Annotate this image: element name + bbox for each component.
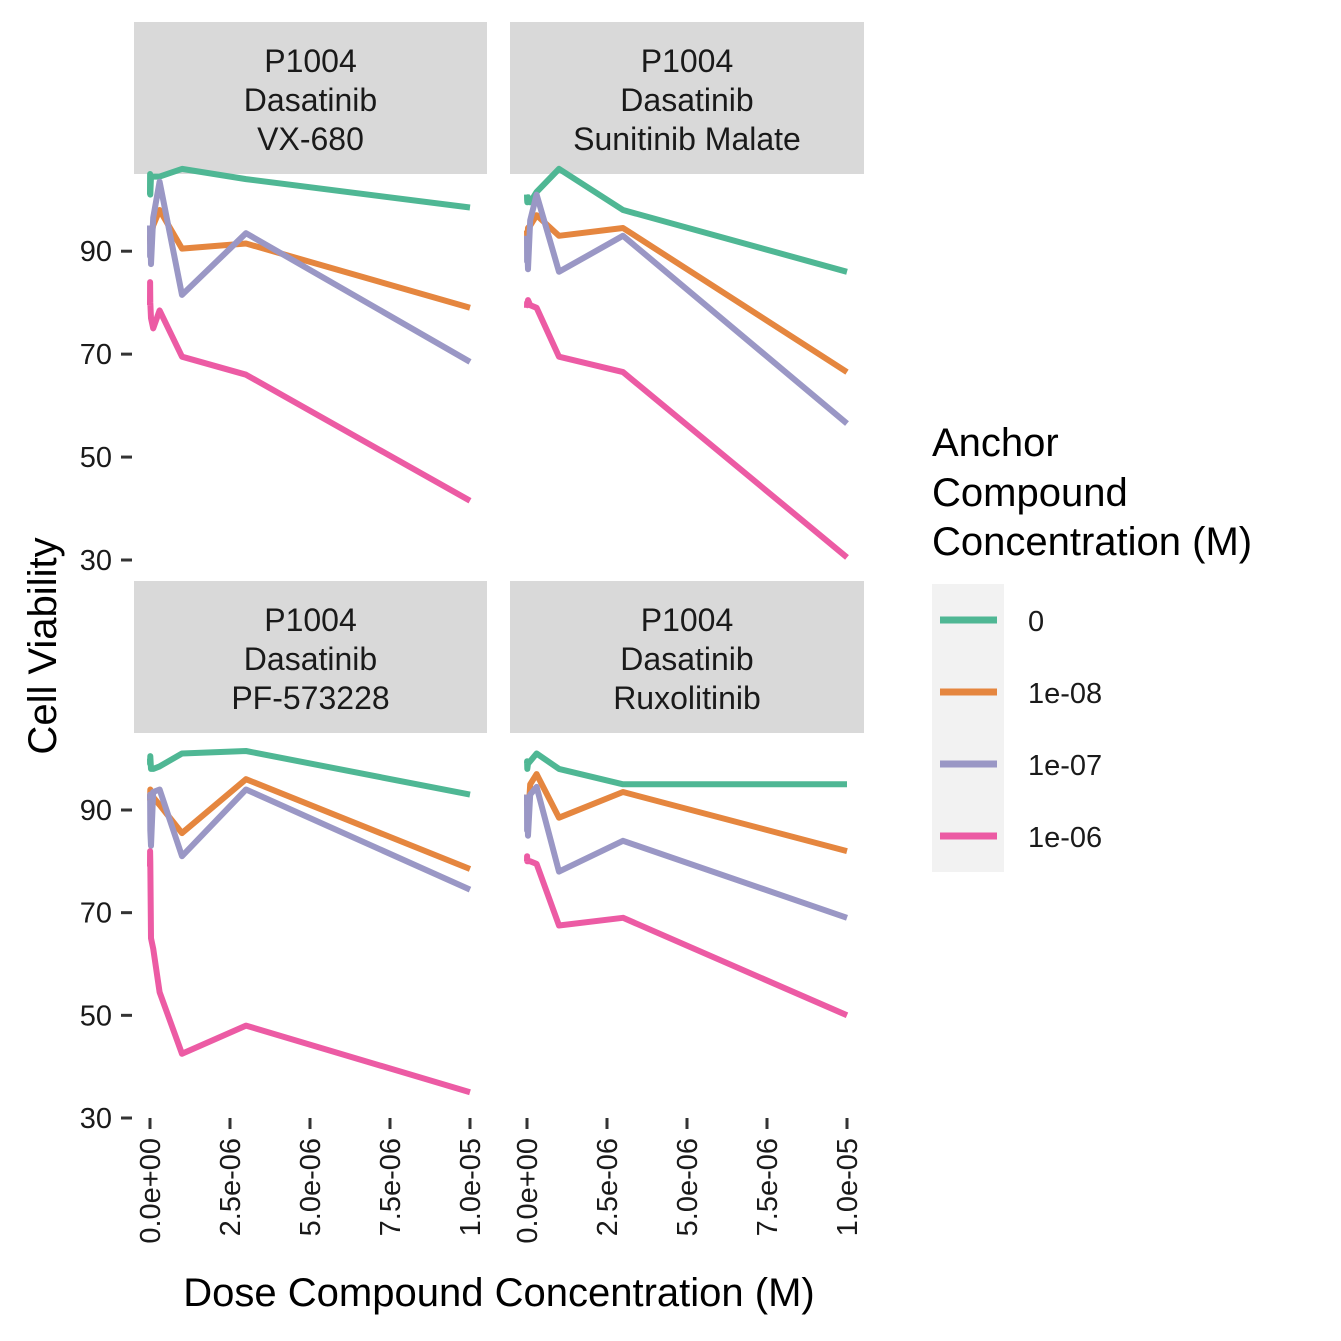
facet-strip-label: Sunitinib Malate <box>573 121 801 157</box>
x-tick-label: 2.5e-06 <box>215 1138 247 1236</box>
facet-strip <box>510 22 864 174</box>
legend-title-line-1: Anchor <box>932 421 1059 465</box>
y-tick-label: 70 <box>80 898 112 930</box>
legend: Anchor Compound Concentration (M) 0 1e-08… <box>932 421 1252 872</box>
legend-key-background <box>932 584 1004 872</box>
legend-label: 1e-06 <box>1028 822 1102 854</box>
facet-strip-label: Dasatinib <box>620 82 753 118</box>
x-tick-label: 2.5e-06 <box>592 1138 624 1236</box>
facet-strip-label: Dasatinib <box>620 641 753 677</box>
series-line-1e-07 <box>524 191 849 426</box>
y-tick-label: 70 <box>80 339 112 371</box>
facet-strip-label: Ruxolitinib <box>613 680 761 716</box>
series-line-1e-06 <box>524 853 849 1019</box>
series-line-1e-06 <box>524 297 849 560</box>
y-tick-label: 90 <box>80 795 112 827</box>
panels: P1004DasatinibVX-680P1004DasatinibSuniti… <box>134 22 864 1096</box>
facet-strip-label: VX-680 <box>257 121 364 157</box>
legend-entries: 0 1e-08 1e-07 1e-06 <box>940 606 1102 854</box>
facet-strip-label: P1004 <box>641 43 734 79</box>
series-line-0 <box>147 165 471 211</box>
facet-strip-label: Dasatinib <box>244 641 377 677</box>
facet-strip-label: P1004 <box>641 602 734 638</box>
facet-strip <box>510 581 864 733</box>
legend-label: 1e-08 <box>1028 678 1102 710</box>
x-tick-label: 1.0e-05 <box>832 1138 864 1236</box>
series-line-1e-07 <box>147 786 472 893</box>
y-axis-title: Cell Viability <box>21 537 65 754</box>
x-tick-label: 1.0e-05 <box>455 1138 487 1236</box>
x-tick-label: 5.0e-06 <box>295 1138 327 1236</box>
y-tick-label: 90 <box>80 236 112 268</box>
x-tick-label: 0.0e+00 <box>135 1138 167 1244</box>
facet-strip <box>134 22 487 174</box>
y-axes: 30 50 70 90 30 50 70 90 <box>80 236 132 1135</box>
facet-strip-label: P1004 <box>264 43 357 79</box>
legend-label: 0 <box>1028 606 1044 638</box>
y-tick-label: 30 <box>80 1103 112 1135</box>
legend-title-line-2: Compound <box>932 471 1128 515</box>
facet-strip-label: Dasatinib <box>244 82 377 118</box>
series-line-1e-06 <box>147 279 472 504</box>
facet-strip-label: P1004 <box>264 602 357 638</box>
series-line-1e-08 <box>524 212 849 375</box>
facet-strip <box>134 581 487 733</box>
series-line-1e-08 <box>147 207 471 311</box>
legend-label: 1e-07 <box>1028 750 1102 782</box>
x-tick-label: 7.5e-06 <box>375 1138 407 1236</box>
series-line-1e-06 <box>147 848 471 1096</box>
series-line-1e-07 <box>147 178 472 365</box>
x-axes: 0.0e+00 2.5e-06 5.0e-06 7.5e-06 1.0e-05 0.0e+… <box>135 1118 864 1244</box>
x-tick-label: 0.0e+00 <box>512 1138 544 1244</box>
x-tick-label: 7.5e-06 <box>752 1138 784 1236</box>
series-line-0 <box>524 165 848 275</box>
series-line-0 <box>147 748 471 798</box>
facet-strip-label: PF-573228 <box>231 680 389 716</box>
y-tick-label: 50 <box>80 1000 112 1032</box>
x-tick-label: 5.0e-06 <box>672 1138 704 1236</box>
y-tick-label: 50 <box>80 442 112 474</box>
series-line-0 <box>524 750 847 788</box>
legend-title-line-3: Concentration (M) <box>932 520 1252 564</box>
series-line-1e-08 <box>147 776 472 872</box>
series-line-1e-07 <box>524 783 848 921</box>
y-tick-label: 30 <box>80 545 112 577</box>
x-axis-title: Dose Compound Concentration (M) <box>183 1271 814 1315</box>
